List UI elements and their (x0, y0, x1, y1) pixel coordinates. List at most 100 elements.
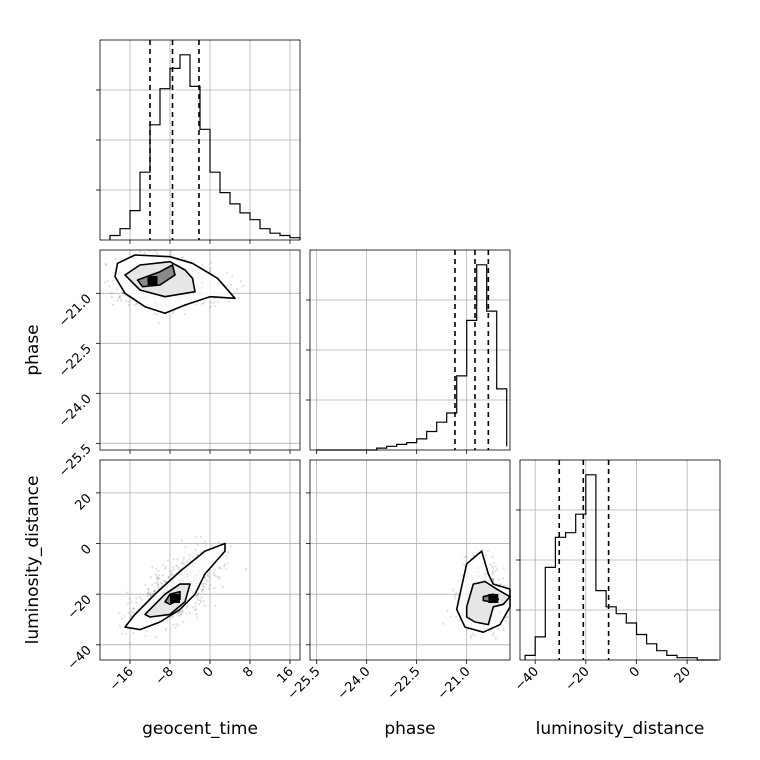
sample-point (454, 597, 457, 600)
sample-point (185, 606, 188, 609)
sample-point (156, 313, 159, 316)
sample-point (122, 292, 125, 295)
sample-point (156, 582, 159, 585)
xtick-label-luminosity-distance-3: 20 (672, 664, 694, 686)
sample-point (194, 609, 197, 612)
sample-point (119, 257, 122, 260)
sample-point (112, 303, 115, 307)
sample-point (491, 569, 494, 572)
sample-point (139, 596, 142, 599)
sample-point (513, 608, 515, 610)
sample-point (161, 583, 164, 586)
sample-point (239, 280, 243, 283)
sample-point (462, 563, 465, 566)
sample-point (202, 588, 205, 591)
sample-point (178, 610, 181, 613)
sample-point (501, 577, 505, 580)
sample-point (227, 551, 230, 554)
sample-point (485, 554, 488, 557)
sample-point (147, 587, 150, 590)
sample-point (184, 546, 187, 549)
sample-point (182, 556, 185, 559)
sample-point (163, 246, 165, 248)
sample-point (512, 595, 514, 597)
sample-point (511, 600, 513, 602)
xtick-label-phase-2: −22.5 (385, 664, 424, 703)
hist-panel-luminosity-distance (516, 459, 721, 664)
sample-point (126, 591, 129, 594)
sample-point (110, 292, 113, 295)
sample-point (104, 263, 107, 267)
sample-point (214, 604, 217, 607)
sample-point (213, 305, 216, 308)
sample-point (170, 573, 174, 576)
sample-point (218, 565, 221, 568)
sample-point (204, 540, 207, 543)
sample-point (194, 548, 197, 551)
sample-point (124, 300, 128, 303)
sample-point (201, 589, 204, 592)
xtick-label-phase-1: −24.0 (335, 664, 374, 703)
hist-geocent-time (109, 54, 301, 240)
sample-point (172, 623, 175, 626)
sample-point (505, 619, 508, 622)
contour-middle-geocent-time-vs-luminosity-distance (144, 583, 191, 618)
sample-point (182, 559, 185, 562)
sample-point (164, 627, 168, 631)
hist-panel-geocent-time (96, 39, 301, 244)
sample-point (199, 536, 203, 539)
sample-point (202, 599, 205, 603)
sample-point (177, 611, 180, 614)
sample-point (242, 284, 245, 287)
sample-point (454, 594, 457, 598)
panel-geocent-time-vs-luminosity-distance (96, 459, 301, 664)
sample-point (172, 568, 175, 571)
sample-point (189, 554, 192, 557)
sample-point (494, 565, 497, 568)
sample-point (212, 572, 216, 575)
sample-point (469, 636, 472, 640)
ytick-label-luminosity-distance-1: −20 (65, 592, 95, 622)
frame-phase-vs-luminosity-distance (309, 459, 511, 661)
sample-point (196, 553, 199, 557)
sample-point (245, 567, 248, 571)
sample-point (155, 577, 158, 580)
sample-point (183, 563, 186, 566)
sample-point (197, 591, 200, 594)
sample-point (489, 563, 492, 566)
sample-point (490, 564, 493, 567)
corner-panels: −16 −8 0 8 16−25.5 −24.0 −22.5 −21.0 −40 −20 0 20−2… (56, 39, 721, 703)
sample-point (186, 604, 189, 608)
sample-point (492, 634, 495, 637)
sample-point (170, 250, 173, 253)
ytick-label-phase-0: −25.5 (56, 442, 95, 481)
sample-point (465, 555, 468, 558)
sample-point (205, 544, 208, 547)
sample-point (202, 582, 205, 585)
sample-point (494, 637, 497, 640)
sample-point (208, 270, 211, 273)
sample-point (180, 610, 183, 613)
sample-point (516, 584, 518, 586)
sample-point (207, 572, 210, 575)
sample-point (181, 256, 185, 259)
sample-point (147, 590, 150, 593)
sample-point (153, 582, 156, 585)
frame-hist-luminosity-distance (519, 459, 721, 661)
sample-point (130, 601, 133, 604)
sample-point (115, 288, 118, 291)
sample-point (118, 295, 121, 298)
sample-point (108, 285, 111, 288)
sample-point (146, 591, 149, 595)
sample-point (130, 611, 133, 614)
contour-inner-phase-vs-luminosity-distance (482, 593, 500, 603)
sample-point (158, 574, 161, 577)
sample-point (199, 599, 202, 602)
sample-point (179, 614, 182, 617)
sample-point (201, 264, 204, 267)
frame-geocent-time-vs-luminosity-distance (99, 459, 301, 661)
contour-middle-geocent-time-vs-phase (124, 260, 196, 298)
sample-point (174, 564, 178, 567)
sample-point (205, 578, 208, 581)
sample-point (495, 568, 498, 571)
